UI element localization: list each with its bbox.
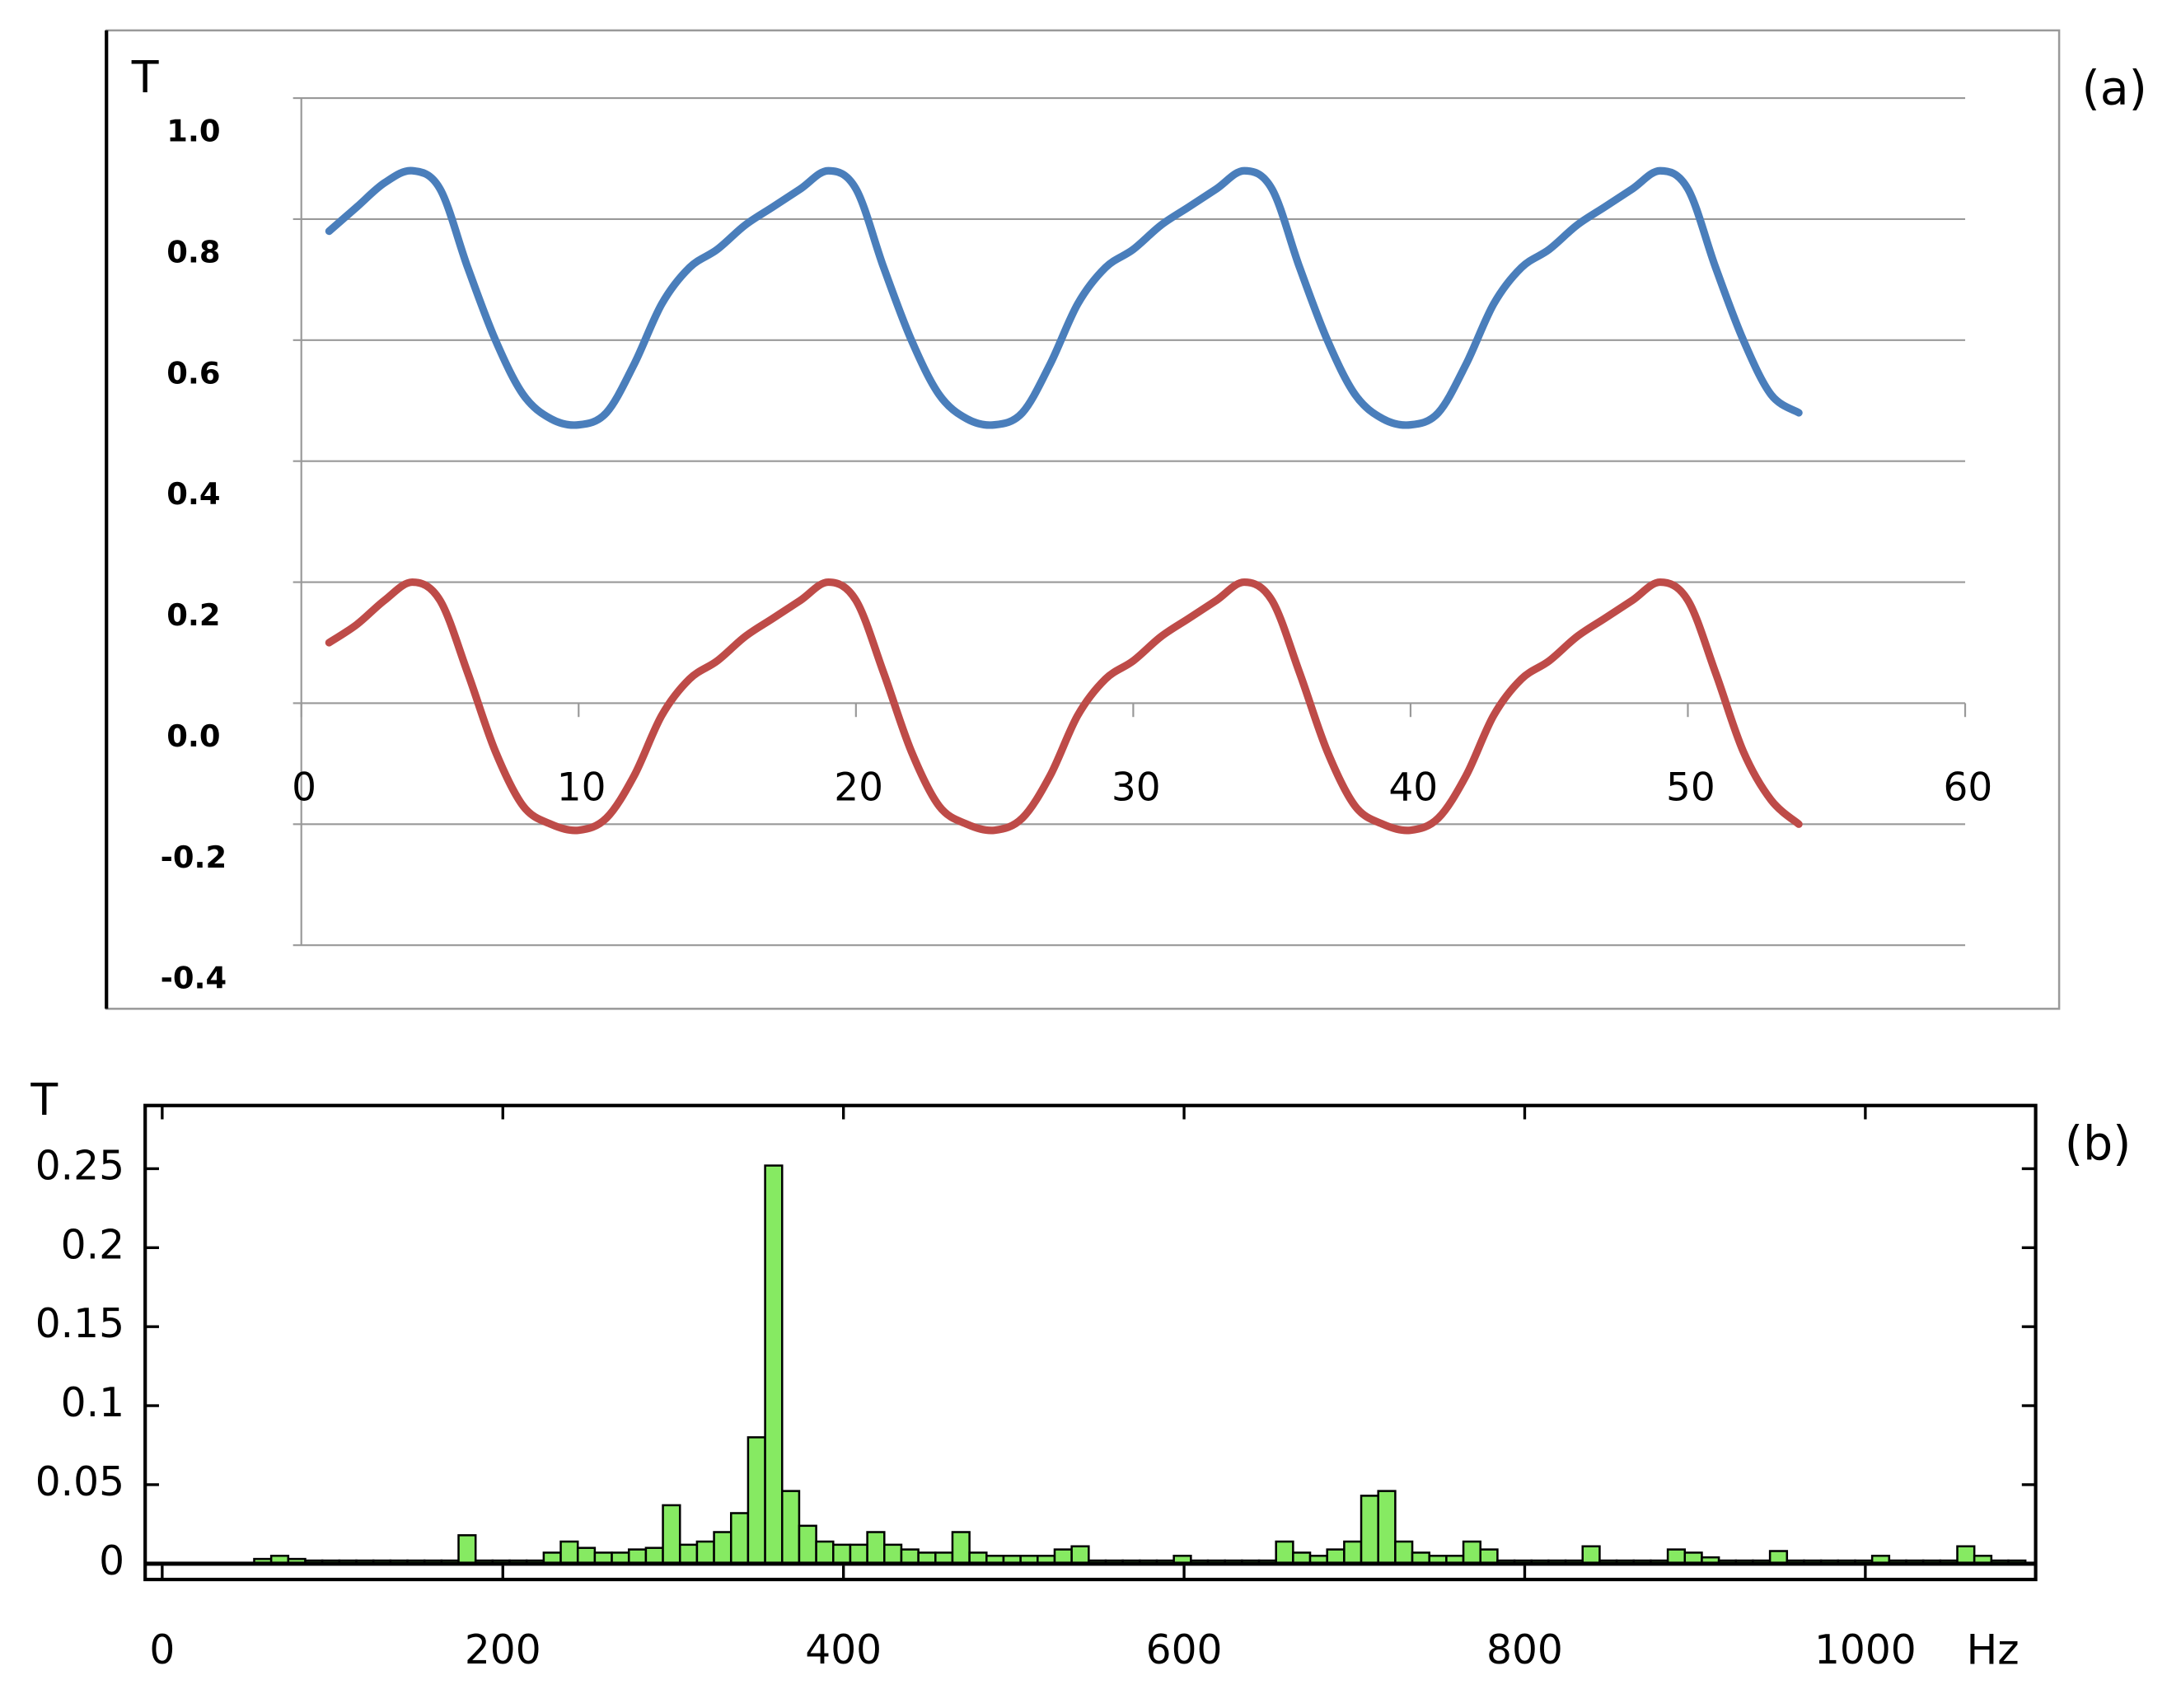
bar: [1275, 1540, 1294, 1565]
bar: [1581, 1545, 1601, 1565]
bar: [883, 1543, 903, 1565]
bar: [1394, 1540, 1414, 1565]
x-tick-label: 20: [834, 765, 883, 811]
y-tick-label: 0.4: [166, 476, 220, 512]
bar: [1479, 1548, 1499, 1565]
bar: [798, 1524, 817, 1565]
y-tick-label: 0.8: [166, 234, 220, 269]
x-tick-label: 10: [557, 765, 606, 811]
x-tick-label: 0: [149, 1627, 175, 1673]
bar: [457, 1534, 477, 1565]
x-tick-label: 0: [292, 765, 316, 811]
bar: [559, 1540, 579, 1565]
bar: [662, 1504, 681, 1565]
bar: [1070, 1545, 1090, 1565]
y-tick-label: 1.0: [166, 114, 220, 149]
y-tick-label: -0.4: [161, 961, 227, 996]
x-tick-label: 800: [1486, 1627, 1563, 1673]
bar: [627, 1548, 648, 1565]
bar: [695, 1540, 715, 1565]
bar: [1377, 1490, 1397, 1565]
bar: [644, 1547, 664, 1565]
y-axis-label: T: [30, 1074, 58, 1125]
bar: [849, 1543, 868, 1565]
panel-label: (a): [2081, 61, 2146, 115]
bar: [1343, 1540, 1363, 1565]
y-tick-label: -0.2: [161, 840, 227, 875]
bar: [729, 1512, 750, 1565]
bar: [764, 1164, 784, 1565]
y-axis-label: T: [131, 51, 159, 103]
y-tick-label: 0.1: [61, 1380, 124, 1426]
x-tick-label: 60: [1944, 765, 1993, 811]
x-axis-label: Hz: [1966, 1625, 2019, 1673]
y-tick-label: 0.6: [166, 355, 220, 391]
y-tick-label: 0.15: [35, 1301, 124, 1347]
x-tick-label: 400: [805, 1627, 882, 1673]
x-tick-label: 40: [1388, 765, 1438, 811]
line-series: [325, 578, 1803, 835]
bar: [747, 1436, 766, 1565]
bar: [815, 1540, 835, 1565]
bar: [951, 1531, 971, 1565]
x-tick-label: 600: [1146, 1627, 1223, 1673]
x-tick-label: 200: [465, 1627, 541, 1673]
bar: [1462, 1540, 1481, 1565]
bar: [900, 1548, 920, 1565]
bar: [576, 1547, 597, 1565]
bar: [832, 1543, 852, 1565]
y-tick-label: 0: [99, 1538, 124, 1584]
bar: [1360, 1495, 1379, 1565]
bar: [1053, 1548, 1073, 1565]
x-tick-label: 30: [1112, 765, 1161, 811]
bar: [678, 1543, 699, 1565]
x-tick-label: 1000: [1814, 1627, 1917, 1673]
bar: [780, 1490, 801, 1565]
bar: [866, 1531, 886, 1565]
plot-frame: [143, 1103, 2038, 1582]
bar: [1666, 1548, 1687, 1565]
y-tick-label: 0.2: [166, 597, 220, 633]
y-tick-label: 0.05: [35, 1459, 124, 1505]
bar: [1956, 1545, 1976, 1565]
bar: [713, 1531, 732, 1565]
panel-label: (b): [2065, 1117, 2132, 1172]
line-series: [325, 166, 1803, 429]
bar: [1326, 1548, 1346, 1565]
y-tick-label: 0.0: [166, 718, 220, 754]
y-tick-label: 0.25: [35, 1143, 124, 1189]
x-tick-label: 50: [1666, 765, 1715, 811]
y-tick-label: 0.2: [61, 1222, 124, 1268]
